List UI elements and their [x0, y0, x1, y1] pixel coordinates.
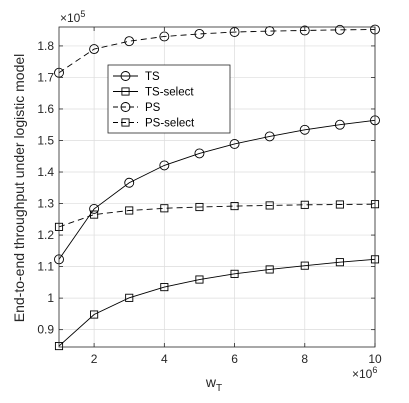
y-multiplier: ×105 — [60, 9, 85, 25]
data-point — [299, 124, 310, 135]
series-line — [58, 258, 376, 347]
data-point — [90, 210, 99, 219]
y-tick-label: 1.1 — [37, 260, 54, 274]
y-tick-label: 1.6 — [37, 102, 54, 116]
data-point — [334, 24, 345, 35]
data-point — [299, 25, 310, 36]
data-point — [90, 310, 99, 319]
data-point — [264, 26, 275, 37]
plot-frame — [58, 26, 376, 348]
data-point — [89, 44, 100, 55]
data-point — [124, 36, 135, 47]
data-point — [89, 203, 100, 214]
data-point — [265, 265, 274, 274]
y-tick-label: 1.5 — [37, 133, 54, 147]
y-tick-label: 1.3 — [37, 197, 54, 211]
legend-label: PS — [145, 102, 161, 114]
series-ps-select — [54, 200, 380, 231]
data-point — [194, 28, 205, 39]
legend-entry: PS — [113, 102, 161, 114]
series-line — [58, 203, 376, 228]
x-tick-label: 10 — [368, 352, 382, 366]
legend-label: PS-select — [145, 118, 195, 130]
legend-entry: PS-select — [113, 118, 195, 130]
y-tick-label: 1.4 — [37, 165, 54, 179]
x-tick-label: 6 — [231, 352, 238, 366]
y-tick-label: 0.9 — [37, 323, 54, 337]
data-point — [265, 201, 274, 210]
x-tick-label: 8 — [301, 352, 308, 366]
data-point — [159, 160, 170, 171]
x-axis-label: wT — [205, 374, 222, 394]
y-axis-label: End-to-end throughput under logistic mod… — [11, 54, 27, 323]
data-point — [229, 139, 240, 149]
y-tick-label: 1 — [47, 291, 54, 305]
legend-marker — [121, 118, 130, 127]
data-point — [230, 202, 239, 211]
data-point — [194, 148, 205, 159]
y-tick-label: 1.2 — [37, 228, 54, 242]
data-point — [159, 31, 170, 42]
data-point — [335, 200, 344, 209]
x-tick-label: 4 — [161, 352, 168, 366]
data-point — [124, 177, 135, 188]
data-point — [300, 200, 309, 209]
legend-marker — [120, 102, 131, 112]
data-point — [195, 202, 204, 212]
data-point — [160, 204, 169, 213]
series-line — [58, 119, 376, 260]
y-tick-label: 1.7 — [37, 70, 54, 84]
legend-label: TS — [145, 71, 160, 83]
x-multiplier: ×106 — [352, 365, 377, 381]
data-point — [335, 258, 344, 267]
ticks: 2 4 6 8 10 0.9 1 1.1 1.2 1.3 1.4 1.5 1.6 1.7 1.8 — [37, 27, 382, 366]
data-point — [125, 293, 134, 302]
legend: TS TS-select PS PS-select — [107, 64, 231, 134]
legend-entry: TS-select — [113, 87, 194, 99]
series-line — [58, 29, 376, 74]
data-point — [230, 269, 239, 278]
data-point — [334, 119, 345, 130]
data-point — [264, 131, 275, 142]
x-tick-label: 2 — [91, 352, 98, 366]
legend-marker — [120, 71, 131, 81]
legend-label: TS-select — [145, 87, 194, 99]
series-ps — [54, 24, 380, 78]
legend-entry: TS — [113, 71, 160, 83]
legend-marker — [121, 87, 130, 96]
data-point — [160, 283, 169, 292]
data-point — [300, 261, 309, 270]
y-tick-label: 1.8 — [37, 39, 54, 53]
data-point — [125, 206, 134, 215]
data-point — [195, 275, 204, 284]
